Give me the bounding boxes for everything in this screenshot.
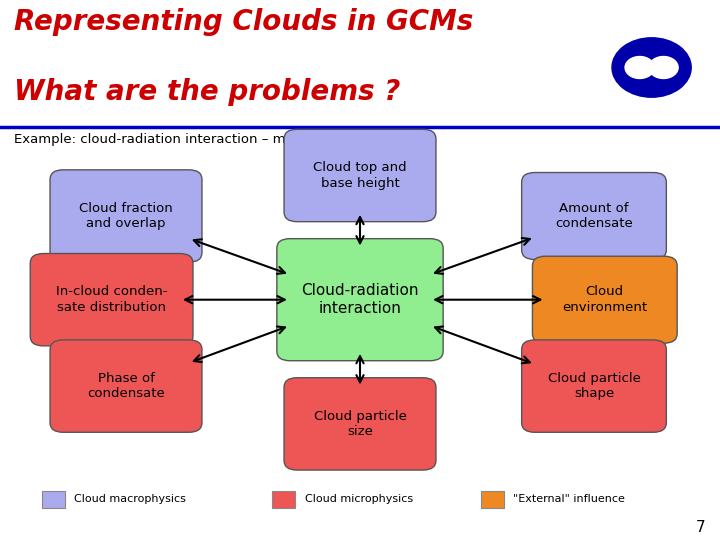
Text: Cloud particle
shape: Cloud particle shape — [548, 372, 640, 400]
Text: Cloud macrophysics: Cloud macrophysics — [74, 495, 186, 504]
FancyBboxPatch shape — [284, 378, 436, 470]
Text: Cloud-radiation
interaction: Cloud-radiation interaction — [301, 283, 419, 316]
FancyBboxPatch shape — [30, 254, 193, 346]
Text: Amount of
condensate: Amount of condensate — [555, 202, 633, 230]
Text: Representing Clouds in GCMs: Representing Clouds in GCMs — [14, 8, 474, 36]
FancyBboxPatch shape — [42, 491, 65, 508]
Text: Cloud
environment: Cloud environment — [562, 286, 647, 314]
FancyBboxPatch shape — [276, 239, 443, 361]
Text: Example: cloud-radiation interaction – many uncertainties: Example: cloud-radiation interaction – m… — [14, 133, 402, 146]
Circle shape — [625, 57, 654, 78]
FancyBboxPatch shape — [532, 256, 677, 343]
Text: In-cloud conden-
sate distribution: In-cloud conden- sate distribution — [56, 286, 167, 314]
Text: Cloud particle
size: Cloud particle size — [314, 410, 406, 438]
Text: Cloud microphysics: Cloud microphysics — [305, 495, 413, 504]
FancyBboxPatch shape — [521, 173, 667, 260]
FancyBboxPatch shape — [50, 170, 202, 262]
FancyBboxPatch shape — [481, 491, 504, 508]
FancyBboxPatch shape — [640, 63, 664, 72]
FancyBboxPatch shape — [521, 340, 667, 432]
Text: What are the problems ?: What are the problems ? — [14, 78, 401, 106]
Text: Cloud fraction
and overlap: Cloud fraction and overlap — [79, 202, 173, 230]
FancyBboxPatch shape — [272, 491, 295, 508]
Text: 7: 7 — [696, 519, 706, 535]
Text: Cloud top and
base height: Cloud top and base height — [313, 161, 407, 190]
Circle shape — [612, 38, 691, 97]
Text: Phase of
condensate: Phase of condensate — [87, 372, 165, 400]
FancyBboxPatch shape — [50, 340, 202, 432]
Text: "External" influence: "External" influence — [513, 495, 625, 504]
Circle shape — [649, 57, 678, 78]
FancyBboxPatch shape — [284, 129, 436, 221]
